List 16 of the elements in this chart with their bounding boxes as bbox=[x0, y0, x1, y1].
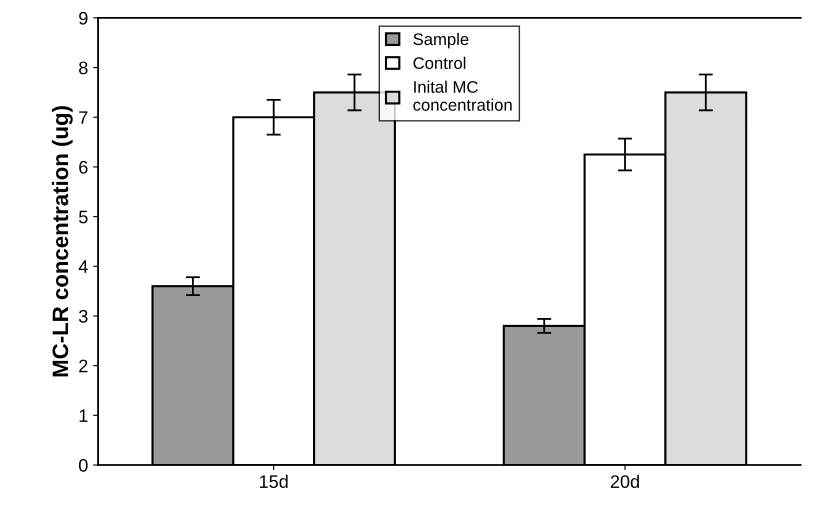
y-axis-title: MC-LR concentration (ug) bbox=[52, 106, 73, 376]
y-tick-label: 5 bbox=[79, 210, 88, 224]
y-tick-label: 0 bbox=[78, 458, 88, 472]
y-tick-label: 9 bbox=[79, 12, 88, 25]
y-tick-label: 4 bbox=[78, 260, 88, 273]
legend-label: Control bbox=[414, 56, 466, 69]
y-tick-label: 2 bbox=[79, 360, 88, 372]
legend-label: Inital MC concentration bbox=[413, 80, 512, 111]
legend-label: Sample bbox=[413, 32, 468, 48]
y-tick-label: 6 bbox=[79, 160, 88, 174]
x-tick-label: 20d bbox=[610, 474, 639, 488]
y-tick-label: 8 bbox=[79, 62, 88, 74]
y-tick-label: 3 bbox=[78, 310, 88, 323]
x-tick-label: 15d bbox=[260, 474, 288, 488]
y-tick-label: 1 bbox=[80, 409, 88, 422]
y-tick-label: 7 bbox=[79, 111, 88, 124]
